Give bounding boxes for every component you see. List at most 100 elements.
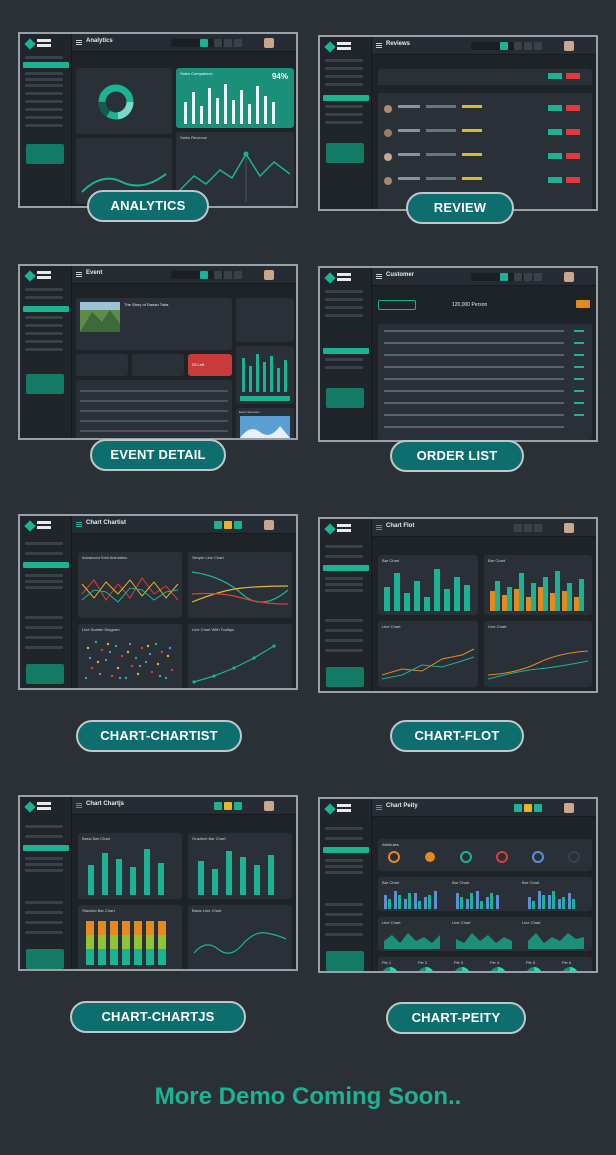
screen-title: Analytics xyxy=(86,38,113,44)
panel-title: Advanced Smil Animation xyxy=(82,555,128,560)
bar-chart-panel: Basic Bar Chart xyxy=(78,833,182,899)
bar-chart-panel: Bar Chart Bar Chart Bar Chart xyxy=(378,877,592,911)
screen-title: Chart Chartjs xyxy=(86,801,125,807)
demo-label-chart-chartjs[interactable]: CHART-CHARTJS xyxy=(70,1001,246,1033)
topbar: Chart Chartjs xyxy=(72,797,296,815)
topbar: Chart Flot xyxy=(372,519,596,537)
panel-title: Bar Chart xyxy=(452,880,470,885)
event-panel: The Story of Danau Toba xyxy=(76,298,232,350)
chart-flot-preview-card[interactable]: Chart Flot Bar Chart Bar Chart Line Char… xyxy=(318,517,598,693)
panel-title: Line Chart xyxy=(522,920,541,925)
panel-title: Sales Comparison xyxy=(180,71,213,76)
search-input[interactable] xyxy=(170,39,223,47)
screen-title: Event xyxy=(86,270,103,276)
filter-button[interactable] xyxy=(378,300,416,310)
demo-label-chart-peity[interactable]: CHART-PEITY xyxy=(386,1002,526,1034)
order-list-preview-card[interactable]: Customer 120,000 Person xyxy=(318,266,598,442)
line-chart-panel: Line Chart Line Chart Line Chart xyxy=(378,917,592,951)
logo xyxy=(24,270,54,282)
scatter-panel: Line Scatter Diagram xyxy=(78,624,182,688)
panel-title: Bar Chart xyxy=(488,558,506,563)
topbar: Chart Chartist xyxy=(72,516,296,534)
logo xyxy=(24,801,54,813)
sidebar xyxy=(320,519,372,691)
sidebar xyxy=(20,797,72,969)
demo-label-order-list[interactable]: ORDER LIST xyxy=(390,440,524,472)
topbar: Analytics xyxy=(72,34,296,52)
sales-comparison-panel: Sales Comparison 94% xyxy=(176,68,294,128)
bar-chart-panel: Bar Chart xyxy=(484,555,592,615)
panel-title: Bar Chart xyxy=(522,880,540,885)
avatar xyxy=(564,803,574,813)
sidebar xyxy=(320,37,372,209)
bar-chart-panel: Gradient Bar Chart xyxy=(188,833,292,899)
logo xyxy=(324,41,354,53)
chart-chartist-preview-card[interactable]: Chart Chartist Advanced Smil Animation S… xyxy=(18,514,298,690)
pie-label: Pie 2 xyxy=(418,960,428,965)
panel-title: Basic Line Chart xyxy=(192,908,222,913)
bar-chart-panel: Bar Chart xyxy=(378,555,478,615)
screen-title: Chart Chartist xyxy=(86,520,127,526)
panel-title: Line Chart xyxy=(382,920,401,925)
panel-title: Stacked Bar Chart xyxy=(82,908,115,913)
avatar xyxy=(564,523,574,533)
panel-title: Sales Revenue xyxy=(180,135,208,140)
sidebar xyxy=(20,266,72,438)
reviews-table xyxy=(378,69,592,209)
topbar: Chart Peity xyxy=(372,799,596,817)
chart-peity-preview-card[interactable]: Chart Peity Attributes Bar Chart Bar Cha… xyxy=(318,797,598,973)
search-input[interactable] xyxy=(470,42,523,50)
add-button[interactable] xyxy=(576,300,590,308)
percent-value: 94% xyxy=(271,72,288,81)
pie-chart-panel: Pie 1 Pie 2 Pie 3 Pie 4 Pie 5 Pie 6 xyxy=(378,957,592,971)
logo xyxy=(24,520,54,532)
pie-label: Pie 1 xyxy=(382,960,392,965)
panel-title: Gradient Bar Chart xyxy=(192,836,226,841)
sales-revenue-panel: Sales Revenue xyxy=(176,132,294,206)
avatar xyxy=(564,41,574,51)
topbar: Customer xyxy=(372,268,596,286)
tickets-panel: 25 Left xyxy=(188,354,232,376)
chart-panel: Advanced Smil Animation xyxy=(78,552,182,618)
topbar: Event xyxy=(72,266,296,284)
panel-title: Line Scatter Diagram xyxy=(82,627,120,632)
panel-title: Line Chart xyxy=(488,624,507,629)
recent-sales-table xyxy=(76,380,232,438)
panel-title: Line Chart xyxy=(452,920,471,925)
screen-title: Chart Peity xyxy=(386,803,418,809)
demo-label-review[interactable]: REVIEW xyxy=(406,192,514,224)
panel-title: Attributes xyxy=(382,842,399,847)
screen-title: Chart Flot xyxy=(386,523,415,529)
panel-title: Event Sessions xyxy=(239,410,260,414)
pie-label: Pie 4 xyxy=(490,960,500,965)
logo xyxy=(324,272,354,284)
coming-soon-text: More Demo Coming Soon.. xyxy=(154,1083,462,1110)
line-chart-panel: Line Chart xyxy=(484,621,592,687)
review-preview-card[interactable]: Reviews xyxy=(318,35,598,211)
logo xyxy=(24,38,54,50)
analytics-preview-card[interactable]: Analytics Sales Comparison 94% xyxy=(18,32,298,208)
sidebar xyxy=(320,799,372,971)
event-detail-preview-card[interactable]: Event The Story of Danau Toba 25 Left Ev… xyxy=(18,264,298,440)
demo-label-chart-chartist[interactable]: CHART-CHARTIST xyxy=(76,720,242,752)
chart-panel: Line Chart With Tooltips xyxy=(188,624,292,688)
chart-panel: Simple Line Chart xyxy=(188,552,292,618)
panel-title: Line Chart xyxy=(382,624,401,629)
panel-title: Line Chart With Tooltips xyxy=(192,627,235,632)
logo xyxy=(324,803,354,815)
gallery-panel: Event Sessions xyxy=(236,408,294,438)
pie-label: Pie 6 xyxy=(562,960,572,965)
tickets-left: 25 Left xyxy=(192,362,205,367)
avatar xyxy=(264,520,274,530)
screen-title: Reviews xyxy=(386,41,411,47)
attributes-panel: Attributes xyxy=(378,839,592,871)
search-input[interactable] xyxy=(470,273,523,281)
chart-chartjs-preview-card[interactable]: Chart Chartjs Basic Bar Chart Gradient B… xyxy=(18,795,298,971)
demo-label-chart-flot[interactable]: CHART-FLOT xyxy=(390,720,524,752)
orders-table xyxy=(378,316,592,440)
demo-label-analytics[interactable]: ANALYTICS xyxy=(87,190,209,222)
sidebar xyxy=(20,516,72,688)
line-chart-panel: Basic Line Chart xyxy=(188,905,292,969)
demo-label-event-detail[interactable]: EVENT DETAIL xyxy=(90,439,226,471)
search-input[interactable] xyxy=(170,271,223,279)
